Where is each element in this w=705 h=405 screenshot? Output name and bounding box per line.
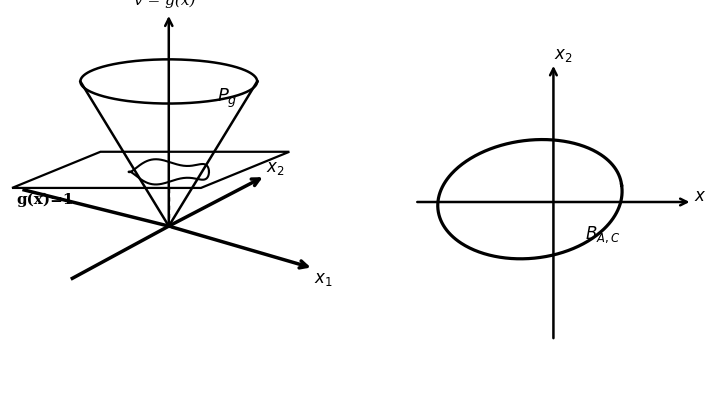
Text: $P_g$: $P_g$: [217, 87, 238, 110]
Text: $x_2$: $x_2$: [554, 47, 572, 64]
Text: $x_2$: $x_2$: [266, 160, 285, 177]
Text: $x_1$: $x_1$: [314, 270, 333, 287]
Text: $B_{A,C}$: $B_{A,C}$: [585, 224, 621, 245]
Text: v = g(x): v = g(x): [134, 0, 195, 8]
Text: g(x)=1: g(x)=1: [16, 192, 73, 207]
Text: $x_1$: $x_1$: [694, 189, 705, 206]
